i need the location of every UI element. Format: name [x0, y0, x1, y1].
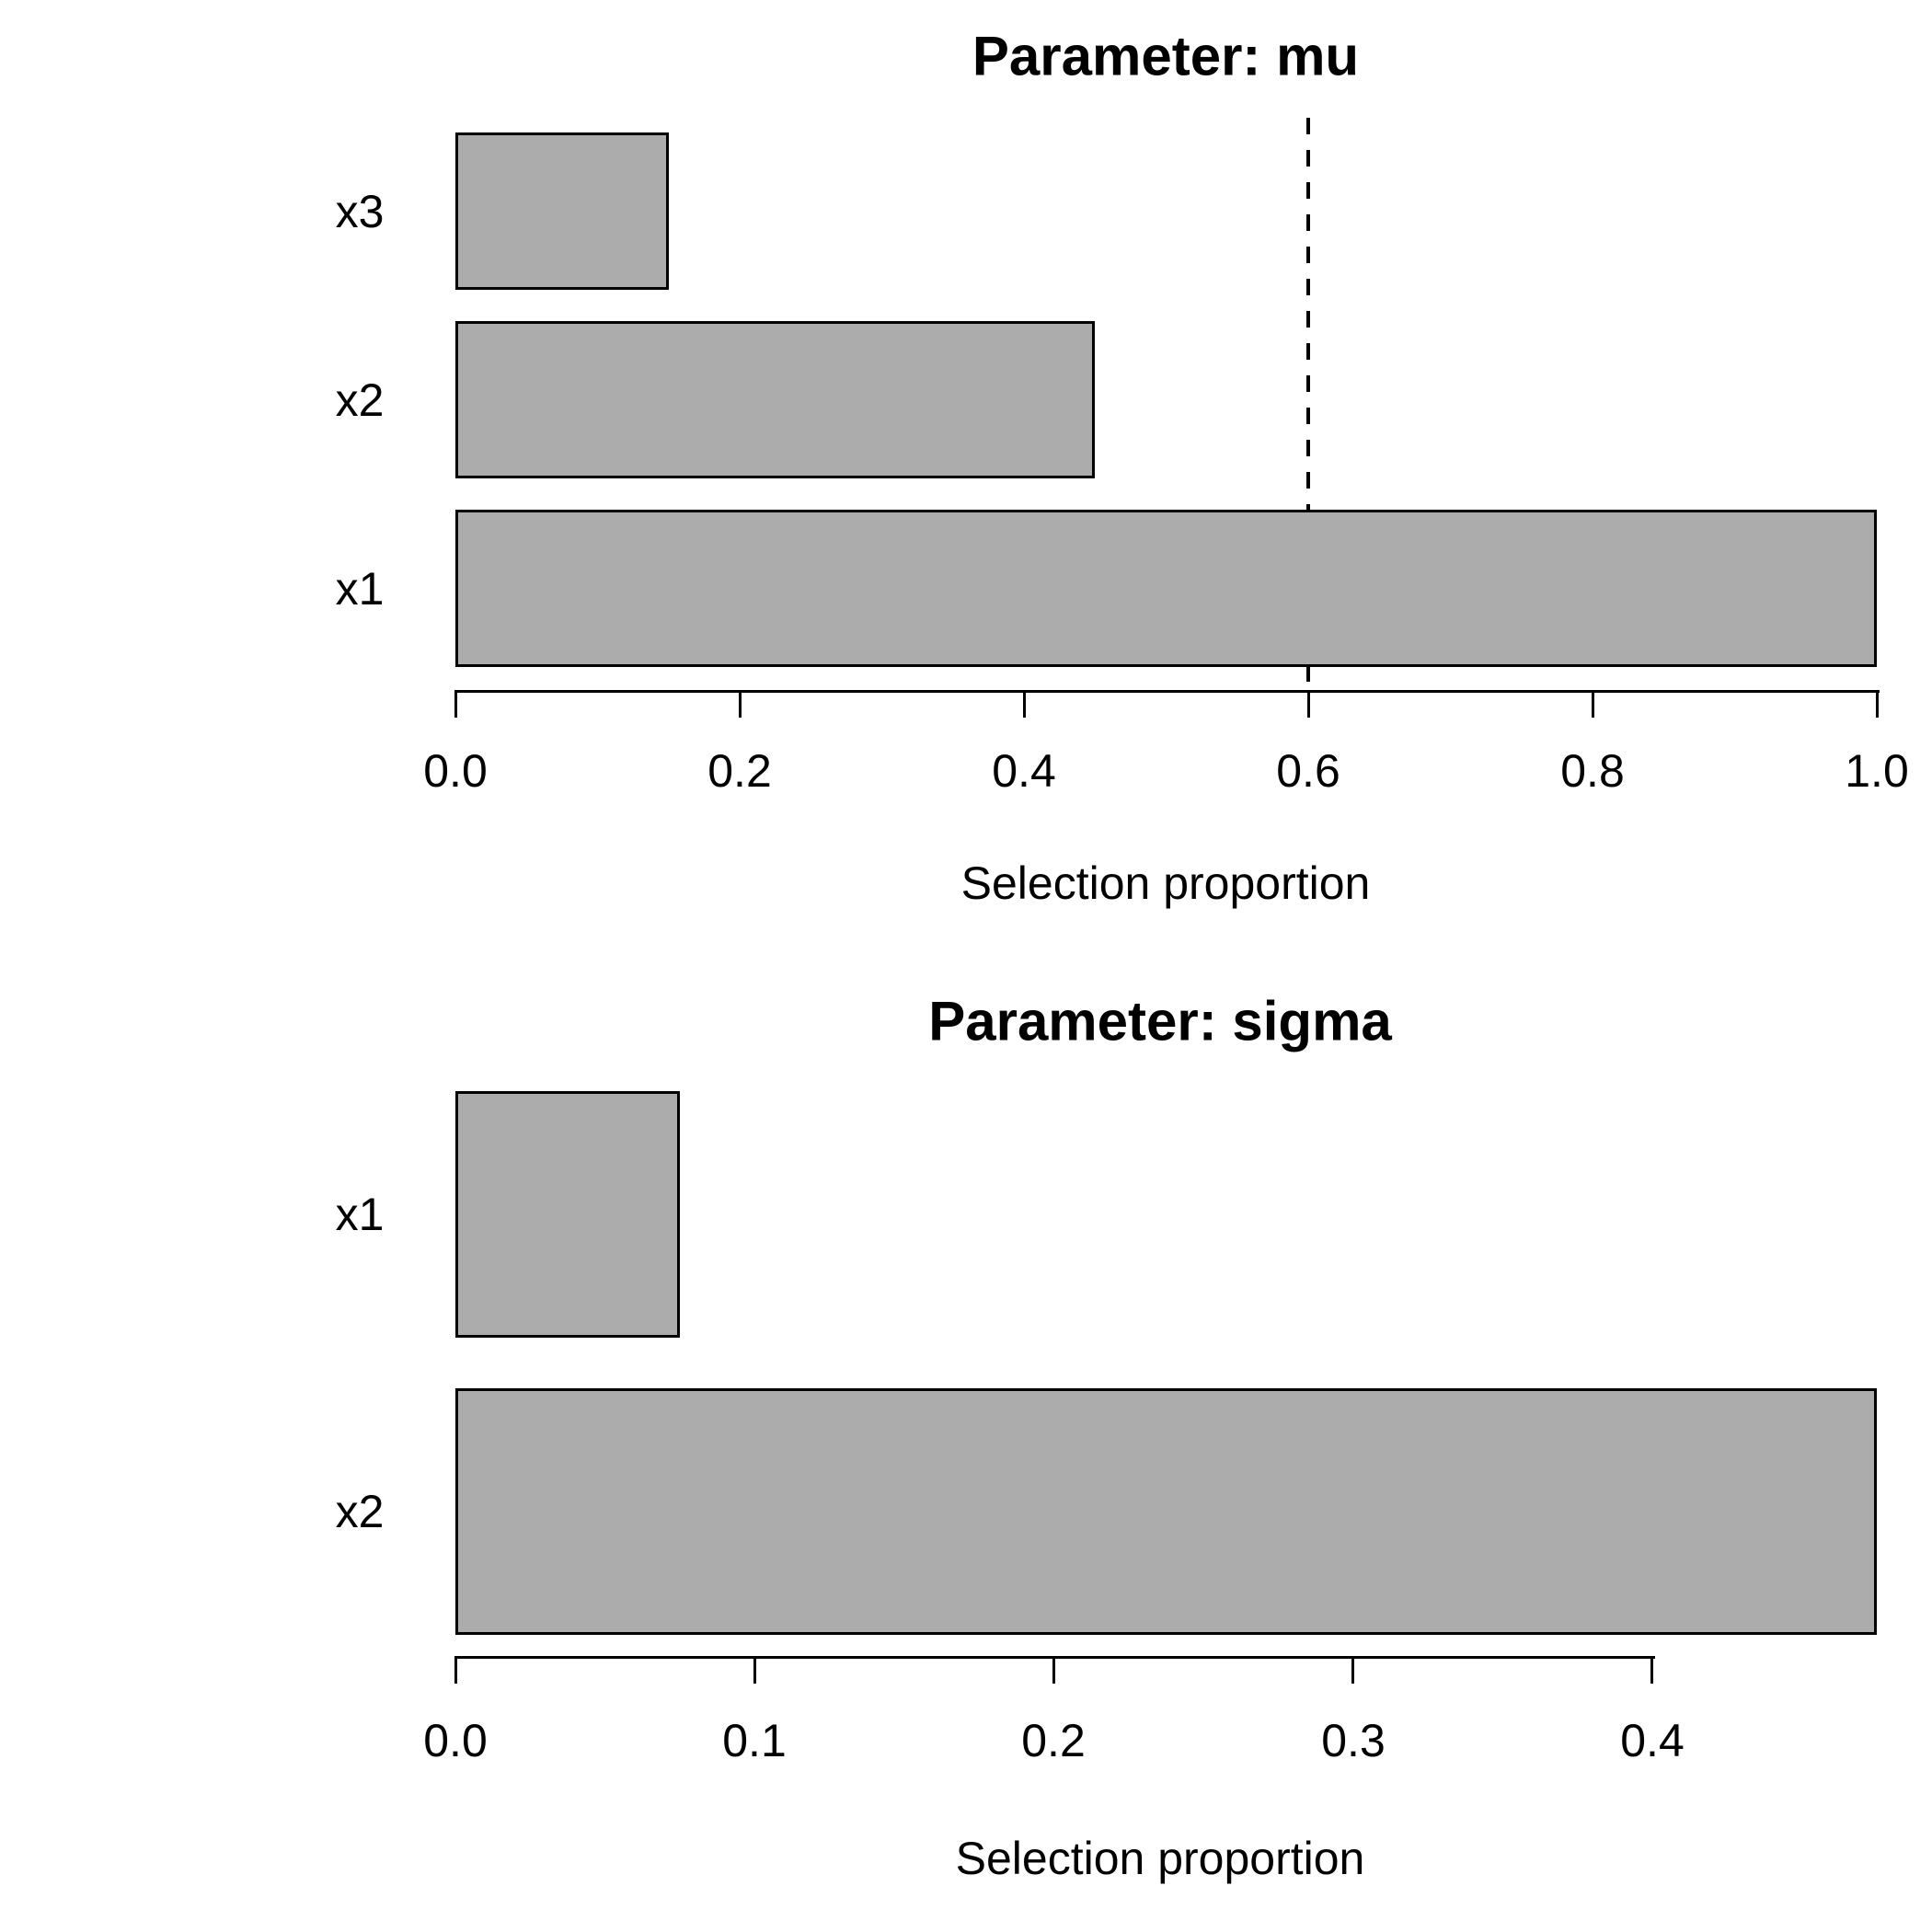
x-axis-tick-label: 0.4 — [992, 745, 1056, 797]
category-label-x1: x1 — [335, 562, 385, 615]
x-axis-tick-label: 0.1 — [722, 1715, 787, 1766]
threshold-line — [1306, 118, 1310, 690]
x-axis-label: Selection proportion — [960, 857, 1371, 909]
x-axis-label: Selection proportion — [955, 1833, 1365, 1884]
category-label-x2: x2 — [335, 374, 385, 426]
x-axis-tick-label: 1.0 — [1845, 745, 1909, 797]
category-label-x3: x3 — [335, 185, 385, 237]
bar-x2 — [455, 321, 1095, 478]
x-axis-tick-label: 0.8 — [1560, 745, 1625, 797]
x-axis-tick-label: 0.2 — [1021, 1715, 1086, 1766]
bar-x3 — [455, 132, 669, 290]
x-axis-tick — [1876, 690, 1879, 718]
x-axis-tick — [454, 690, 457, 718]
chart-title: Parameter: sigma — [928, 990, 1392, 1052]
x-axis-line — [455, 1656, 1655, 1659]
x-axis-tick-label: 0.0 — [423, 745, 488, 797]
x-axis-tick-label: 0.3 — [1321, 1715, 1386, 1766]
category-label-x1: x1 — [335, 1189, 385, 1240]
x-axis-tick — [739, 690, 742, 718]
x-axis-tick — [753, 1656, 756, 1684]
bar-x1 — [455, 510, 1877, 667]
category-label-x2: x2 — [335, 1486, 385, 1537]
x-axis-tick — [1592, 690, 1594, 718]
x-axis-tick-label: 0.4 — [1620, 1715, 1685, 1766]
x-axis-tick — [1351, 1656, 1354, 1684]
x-axis-tick-label: 0.0 — [423, 1715, 488, 1766]
x-axis-line — [455, 690, 1880, 693]
x-axis-tick-label: 0.2 — [707, 745, 772, 797]
x-axis-tick — [1023, 690, 1026, 718]
x-axis-tick — [1650, 1656, 1653, 1684]
x-axis-tick — [454, 1656, 457, 1684]
bar-x2 — [455, 1388, 1877, 1635]
x-axis-tick — [1052, 1656, 1055, 1684]
x-axis-tick-label: 0.6 — [1276, 745, 1340, 797]
bar-x1 — [455, 1091, 680, 1338]
x-axis-tick — [1307, 690, 1310, 718]
chart-title: Parameter: mu — [972, 25, 1360, 87]
